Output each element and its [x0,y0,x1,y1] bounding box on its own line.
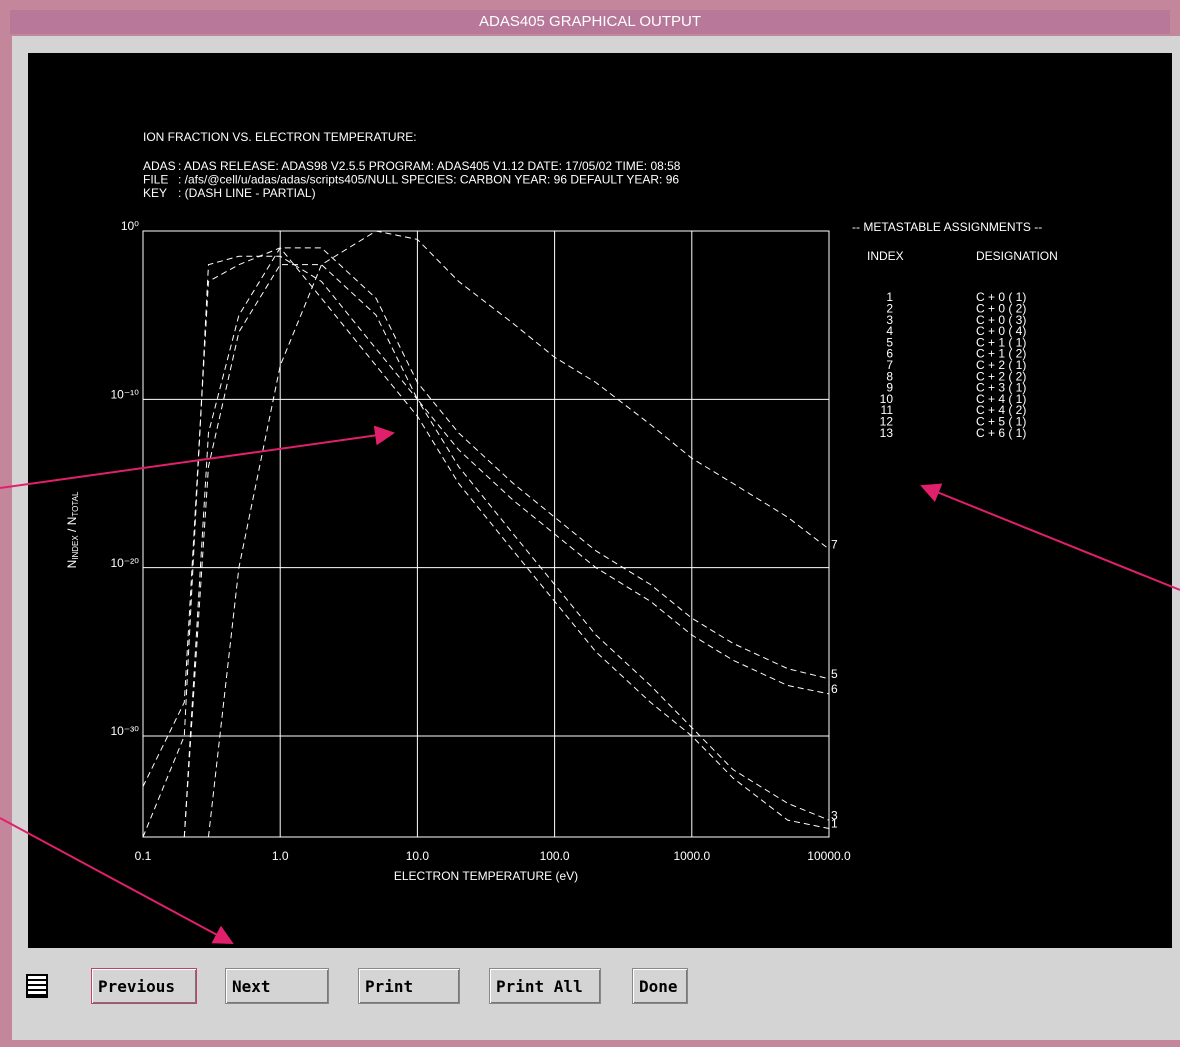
header-value: : /afs/@cell/u/adas/adas/scripts405/NULL… [178,173,679,187]
data-line [183,264,830,838]
x-tick-label: 1000.0 [673,849,710,863]
header-value: : (DASH LINE - PARTIAL) [178,186,316,200]
metastable-designation: C + 1 ( 1) [976,335,1026,349]
metastable-index: 6 [886,347,893,361]
metastable-designation: C + 2 ( 2) [976,369,1026,383]
metastable-designation: C + 6 ( 1) [976,426,1026,440]
metastable-index: 11 [881,403,894,417]
window-title: ADAS405 GRAPHICAL OUTPUT [10,10,1170,34]
metastable-designation: C + 2 ( 1) [976,358,1026,372]
data-line [207,230,830,838]
x-tick-label: 10000.0 [807,849,851,863]
line-end-label: 1 [831,817,838,831]
metastable-index: 1 [886,290,893,304]
graph-area: ION FRACTION VS. ELECTRON TEMPERATURE: AD… [28,53,1172,948]
line-end-label: 7 [831,537,838,551]
metastable-index: 9 [886,381,893,395]
metastable-designation: C + 0 ( 3) [976,313,1026,327]
column-header: INDEX [867,249,904,263]
metastable-designation: C + 0 ( 4) [976,324,1026,338]
metastable-index: 10 [880,392,894,406]
header-title: ION FRACTION VS. ELECTRON TEMPERATURE: [143,130,417,144]
x-tick-label: 100.0 [540,849,570,863]
metastable-index: 2 [886,301,893,315]
y-tick-label: 10⁻²⁰ [111,556,140,570]
button[interactable]: Print [358,968,460,1004]
y-axis-label-part: N [65,560,79,569]
metastable-index: 7 [886,358,893,372]
metastable-designation: C + 4 ( 1) [976,392,1026,406]
metastable-index: 4 [886,324,893,338]
line-end-label: 3 [831,808,838,822]
y-axis-label-part: / N [65,517,79,536]
x-tick-label: 0.1 [135,849,152,863]
y-axis-label-part: INDEX [71,535,80,560]
y-tick-label: 10⁻¹⁰ [111,388,140,402]
metastable-index: 8 [886,369,893,383]
header-label: KEY [143,186,167,200]
header-value: : ADAS RELEASE: ADAS98 V2.5.5 PROGRAM: A… [178,159,681,173]
button[interactable]: Done [632,968,688,1004]
metastable-index: 3 [886,313,893,327]
graph-background [28,53,1172,948]
metastable-designation: C + 4 ( 2) [976,403,1026,417]
y-tick-label: 10⁰ [121,219,139,233]
line-end-label: 6 [831,682,838,696]
x-tick-label: 10.0 [406,849,430,863]
column-header: DESIGNATION [976,249,1058,263]
button[interactable]: Next [225,968,329,1004]
metastable-designation: C + 3 ( 1) [976,381,1026,395]
metastable-designation: C + 5 ( 1) [976,414,1026,428]
y-axis-label: NINDEX / NTOTAL [65,491,80,568]
line-end-label: 5 [831,667,838,681]
metastable-designation: C + 0 ( 1) [976,290,1026,304]
metastable-index: 13 [880,426,894,440]
arrow [0,425,1180,944]
metastable-index: 12 [880,414,894,428]
data-line [142,247,830,829]
button[interactable]: Print All [489,968,601,1004]
header-label: ADAS [143,159,176,173]
y-axis-label-part: TOTAL [71,491,80,517]
metastable-designation: C + 1 ( 2) [976,347,1026,361]
content: ION FRACTION VS. ELECTRON TEMPERATURE: AD… [12,36,1180,1040]
metastable-index: 5 [886,335,893,349]
x-axis-label: ELECTRON TEMPERATURE (eV) [394,869,578,883]
metastable-title: -- METASTABLE ASSIGNMENTS -- [852,220,1042,234]
metastable-designation: C + 0 ( 2) [976,301,1026,315]
menu-icon[interactable] [26,974,48,998]
y-tick-label: 10⁻³⁰ [111,724,140,738]
data-line [142,255,830,838]
x-tick-label: 1.0 [272,849,289,863]
data-line [183,247,830,838]
button[interactable]: Previous [91,968,197,1004]
header-label: FILE [143,173,168,187]
